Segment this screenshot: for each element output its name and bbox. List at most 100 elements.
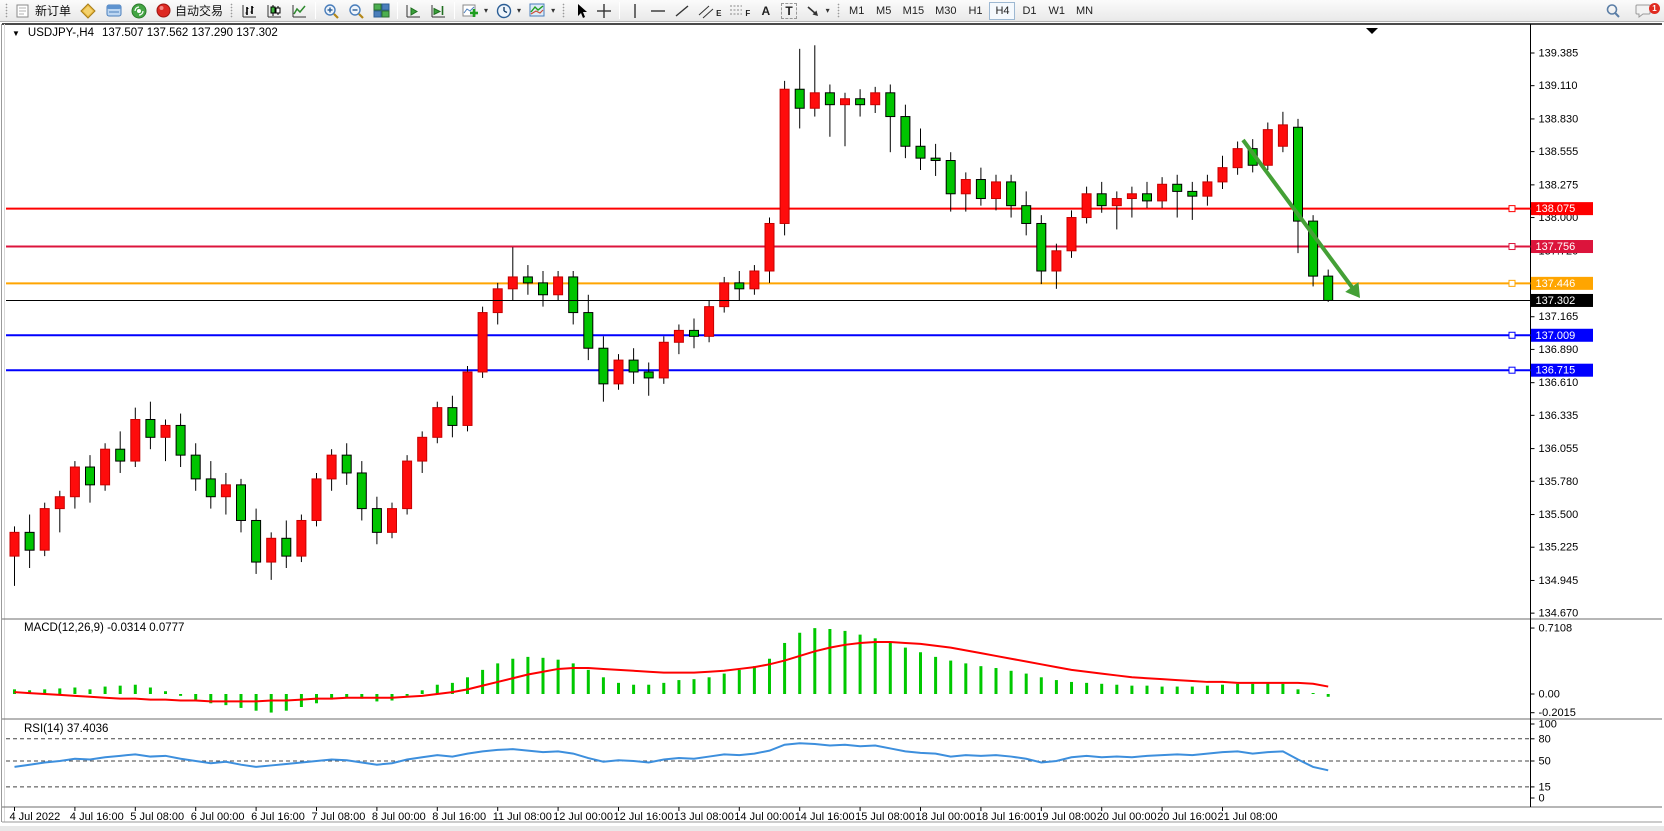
candle-body xyxy=(160,424,171,438)
autotrading-button[interactable]: 自动交易 xyxy=(152,1,227,21)
text-tool-button[interactable]: A xyxy=(754,1,777,21)
periods-button[interactable]: ▾ xyxy=(492,1,525,21)
auto-scroll-button[interactable] xyxy=(401,1,426,21)
timeframe-MN[interactable]: MN xyxy=(1071,2,1098,20)
fibonacci-tool-button[interactable]: F xyxy=(725,1,754,21)
candle-body xyxy=(311,478,322,521)
candle-body xyxy=(356,472,367,510)
candle-body xyxy=(462,371,473,426)
line-chart-button[interactable] xyxy=(287,1,312,21)
candle-body xyxy=(628,359,639,373)
hline-handle[interactable] xyxy=(1508,243,1516,251)
candle-body xyxy=(779,88,790,224)
trend-arrow-object[interactable] xyxy=(1241,138,1356,292)
price-tick-label: 134.670 xyxy=(1539,608,1579,620)
trend-arrow-head[interactable] xyxy=(1345,282,1360,298)
cursor-tool-button[interactable] xyxy=(569,1,592,21)
candle-body xyxy=(1323,275,1334,301)
chart-shift-icon xyxy=(431,4,446,17)
chart-shift-button[interactable] xyxy=(426,1,451,21)
candlestick-chart-button[interactable] xyxy=(262,1,287,21)
timeframe-D1[interactable]: D1 xyxy=(1016,2,1042,20)
chart-window[interactable]: 139.385 139.110 138.830 138.555 138.275 138.0… xyxy=(0,22,1664,826)
data-window-button[interactable] xyxy=(101,1,127,21)
candle-body xyxy=(205,478,216,498)
arrows-tool-button[interactable]: ▾ xyxy=(801,1,834,21)
zoom-out-button[interactable] xyxy=(344,1,369,21)
templates-button[interactable]: ▾ xyxy=(525,1,559,21)
community-icon xyxy=(131,3,147,18)
chart-shift-marker-icon[interactable] xyxy=(1366,28,1378,34)
new-order-button[interactable]: 新订单 xyxy=(12,1,75,21)
tile-windows-button[interactable] xyxy=(369,1,394,21)
candle-body xyxy=(643,371,654,379)
trendline-tool-button[interactable] xyxy=(670,1,694,21)
dropdown-caret-icon: ▾ xyxy=(484,6,489,15)
candle-body xyxy=(100,448,111,486)
timeframe-H4[interactable]: H4 xyxy=(989,1,1016,20)
price-tick-label: 136.335 xyxy=(1539,410,1579,422)
candle-body xyxy=(341,454,352,474)
autotrading-status-icon xyxy=(156,3,171,18)
timeframe-M15[interactable]: M15 xyxy=(898,2,929,20)
candle-body xyxy=(477,312,488,373)
dropdown-caret-icon: ▾ xyxy=(825,6,830,15)
candle-body xyxy=(54,496,65,510)
collapse-indicator-icon[interactable]: ▼ xyxy=(12,28,20,38)
timeframe-M1[interactable]: M1 xyxy=(844,2,870,20)
candle-body xyxy=(824,92,835,106)
timeframe-W1[interactable]: W1 xyxy=(1043,2,1070,20)
price-badge-label: 137.756 xyxy=(1536,241,1576,253)
candle-body xyxy=(266,537,277,563)
line-chart-icon xyxy=(292,4,307,17)
candle-body xyxy=(885,92,896,118)
vertical-line-tool-button[interactable] xyxy=(623,1,646,21)
timeframe-M5[interactable]: M5 xyxy=(871,2,897,20)
chart-ohlc-values: 137.507 137.562 137.290 137.302 xyxy=(101,27,278,39)
candle-body xyxy=(553,276,564,296)
rsi-tick-label: 0 xyxy=(1539,793,1545,805)
candle-body xyxy=(115,448,126,462)
price-badge xyxy=(1531,202,1593,216)
bar-chart-button[interactable] xyxy=(237,1,262,21)
zoom-in-button[interactable] xyxy=(319,1,344,21)
search-icon xyxy=(1606,3,1620,18)
candle-body xyxy=(1217,167,1228,183)
candle-body xyxy=(945,160,956,195)
text-label-tool-button[interactable]: T xyxy=(777,1,800,21)
indicators-button[interactable]: ▾ xyxy=(458,1,492,21)
price-tick-label: 136.055 xyxy=(1539,443,1579,455)
price-chart-canvas[interactable]: 139.385 139.110 138.830 138.555 138.275 138.0… xyxy=(0,22,1664,826)
dropdown-caret-icon: ▾ xyxy=(517,6,522,15)
candle-body xyxy=(719,282,730,308)
hline-handle[interactable] xyxy=(1508,205,1516,213)
indicators-icon xyxy=(462,4,479,17)
crosshair-tool-button[interactable] xyxy=(592,1,616,21)
community-button[interactable] xyxy=(127,1,152,21)
time-tick-label: 12 Jul 16:00 xyxy=(614,811,674,823)
toolbar-separator xyxy=(619,2,621,19)
horizontal-line-tool-button[interactable] xyxy=(646,1,670,21)
macd-tick-label: -0.2015 xyxy=(1539,707,1576,719)
search-button[interactable] xyxy=(1601,1,1625,21)
time-tick-label: 14 Jul 00:00 xyxy=(734,811,794,823)
candle-body xyxy=(764,222,775,272)
hline-handle[interactable] xyxy=(1508,331,1516,339)
notifications-button[interactable]: 1 xyxy=(1631,1,1660,21)
candle-body xyxy=(870,92,881,106)
rsi-tick-label: 50 xyxy=(1539,756,1551,768)
timeframe-H1[interactable]: H1 xyxy=(962,2,988,20)
channel-tool-button[interactable]: E xyxy=(694,1,725,21)
time-tick-label: 18 Jul 00:00 xyxy=(916,811,976,823)
candle-body xyxy=(568,276,579,314)
candle-body xyxy=(855,98,866,106)
candle-body xyxy=(130,418,141,462)
hline-handle[interactable] xyxy=(1508,279,1516,287)
candle-body xyxy=(673,329,684,343)
timeframe-M30[interactable]: M30 xyxy=(930,2,961,20)
candle-body xyxy=(326,454,337,480)
hline-handle[interactable] xyxy=(1508,366,1516,374)
market-watch-button[interactable] xyxy=(75,1,101,21)
price-badge xyxy=(1531,363,1593,377)
time-tick-label: 4 Jul 16:00 xyxy=(70,811,124,823)
